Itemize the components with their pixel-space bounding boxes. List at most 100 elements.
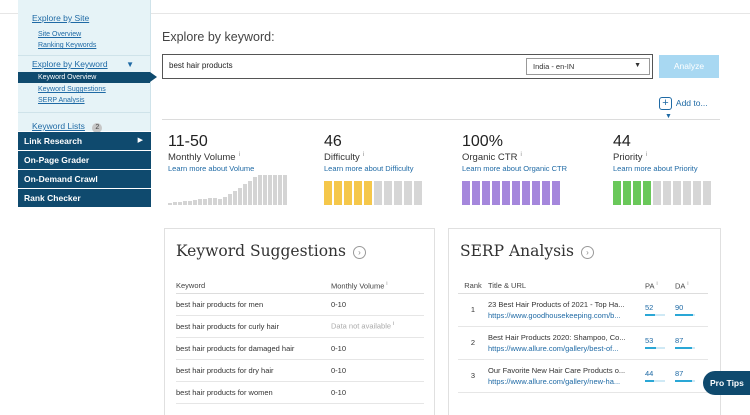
column-header: Rank bbox=[458, 279, 488, 294]
table-row[interactable]: best hair products for dry hair 0-10 bbox=[176, 359, 424, 382]
pa-value: 52 bbox=[645, 303, 654, 312]
locale-select[interactable]: India - en-IN ▼ bbox=[526, 58, 650, 75]
metric-label-text: Monthly Volume bbox=[168, 152, 236, 164]
info-icon[interactable]: i bbox=[645, 152, 647, 158]
metric-value: 46 bbox=[324, 133, 342, 150]
metric-difficulty: 46 Difficulty i Learn more about Difficul… bbox=[324, 133, 464, 205]
volume-bar bbox=[218, 199, 222, 205]
metric-link[interactable]: Learn more about Organic CTR bbox=[462, 164, 568, 174]
volume-bar bbox=[198, 199, 202, 205]
volume-bar bbox=[228, 194, 232, 205]
metric-link[interactable]: Learn more about Difficulty bbox=[324, 164, 414, 174]
pa-cell: 52 bbox=[645, 293, 675, 327]
sidebar-item-link-research[interactable]: Link Research ▶ bbox=[18, 132, 151, 150]
info-icon[interactable]: i bbox=[362, 152, 365, 158]
info-icon[interactable]: i bbox=[687, 281, 689, 287]
pro-tips-button[interactable]: Pro Tips bbox=[703, 371, 750, 395]
chevron-right-circle-icon[interactable]: › bbox=[352, 245, 366, 259]
sidebar-item-serp-analysis[interactable]: SERP Analysis bbox=[38, 97, 85, 104]
da-bar bbox=[675, 314, 695, 316]
bar-segment bbox=[512, 181, 520, 205]
info-icon[interactable]: i bbox=[520, 152, 522, 158]
bar-segment bbox=[364, 181, 372, 205]
keyword-cell: best hair products for men bbox=[176, 293, 331, 316]
metric-link[interactable]: Learn more about Volume bbox=[168, 164, 255, 174]
volume-bar bbox=[223, 196, 227, 205]
title-url-cell: 23 Best Hair Products of 2021 - Top Ha..… bbox=[488, 293, 645, 327]
serp-url-link[interactable]: https://www.allure.com/gallery/best-of..… bbox=[488, 343, 619, 353]
add-to-button[interactable]: + Add to... ▼ bbox=[659, 97, 722, 120]
table-row[interactable]: 2 Best Hair Products 2020: Shampoo, Co...… bbox=[458, 326, 708, 360]
bar-segment bbox=[374, 181, 382, 205]
keyword-suggestions-panel: Keyword Suggestions › Keyword Monthly Vo… bbox=[164, 228, 435, 415]
metric-label-text: Organic CTR bbox=[462, 152, 518, 164]
volume-cell: 0-10 bbox=[331, 293, 424, 316]
serp-analysis-panel: SERP Analysis › Rank Title & URL PA i DA i… bbox=[448, 228, 721, 415]
sidebar-item-ranking-keywords[interactable]: Ranking Keywords bbox=[38, 42, 97, 49]
bar-segment bbox=[384, 181, 392, 205]
table-row[interactable]: 3 Our Favorite New Hair Care Products o..… bbox=[458, 359, 708, 393]
keyword-search-box: best hair products India - en-IN ▼ bbox=[162, 54, 653, 79]
sidebar-item-explore-site[interactable]: Explore by Site bbox=[32, 13, 90, 23]
table-row[interactable]: 1 23 Best Hair Products of 2021 - Top Ha.… bbox=[458, 293, 708, 327]
sidebar-item-on-page-grader[interactable]: On-Page Grader bbox=[18, 151, 151, 169]
metric-label: Difficulty i bbox=[324, 152, 464, 163]
sidebar-item-on-demand-crawl[interactable]: On-Demand Crawl bbox=[18, 170, 151, 188]
sidebar-item-label: Rank Checker bbox=[24, 193, 81, 203]
bar-segment bbox=[334, 181, 342, 205]
chevron-down-icon[interactable]: ▼ bbox=[126, 60, 134, 69]
chevron-right-icon: ▶ bbox=[137, 137, 143, 144]
metric-label: Monthly Volume i bbox=[168, 152, 308, 163]
pa-bar-fill bbox=[645, 380, 654, 382]
analyze-button[interactable]: Analyze bbox=[659, 55, 719, 78]
volume-bar bbox=[273, 175, 277, 205]
keyword-search-input[interactable]: best hair products bbox=[169, 61, 233, 70]
info-icon[interactable]: i bbox=[656, 281, 658, 287]
column-header: Keyword bbox=[176, 279, 331, 294]
serp-url-link[interactable]: https://www.allure.com/gallery/new-ha... bbox=[488, 376, 621, 386]
rank-cell: 2 bbox=[458, 326, 488, 360]
bar-segment bbox=[643, 181, 651, 205]
keyword-cell: best hair products for curly hair bbox=[176, 315, 331, 338]
info-icon[interactable]: i bbox=[238, 152, 240, 158]
bar-segment bbox=[693, 181, 701, 205]
table-row[interactable]: best hair products for damaged hair 0-10 bbox=[176, 337, 424, 360]
sidebar-explore-site-group: Explore by Site Site Overview Ranking Ke… bbox=[18, 0, 151, 55]
serp-url-link[interactable]: https://www.goodhousekeeping.com/b... bbox=[488, 310, 621, 320]
keyword-cell: best hair products for damaged hair bbox=[176, 337, 331, 360]
bar-segment bbox=[404, 181, 412, 205]
table-row[interactable]: best hair products for women 0-10 bbox=[176, 381, 424, 404]
sidebar-keyword-lists-group: Keyword Lists 2 bbox=[18, 112, 151, 133]
serp-title[interactable]: Best Hair Products 2020: Shampoo, Co... bbox=[488, 332, 626, 342]
table-row[interactable]: best hair products for men 0-10 bbox=[176, 293, 424, 316]
difficulty-bar bbox=[324, 181, 422, 205]
chevron-right-circle-icon[interactable]: › bbox=[580, 245, 594, 259]
da-bar-fill bbox=[675, 314, 693, 316]
metric-label-text: Difficulty bbox=[324, 152, 360, 164]
pa-bar-fill bbox=[645, 347, 656, 349]
column-header-text: PA bbox=[645, 281, 655, 291]
sidebar-item-rank-checker[interactable]: Rank Checker bbox=[18, 189, 151, 207]
volume-bar bbox=[243, 184, 247, 205]
serp-title[interactable]: Our Favorite New Hair Care Products o... bbox=[488, 365, 626, 375]
sidebar-item-keyword-overview[interactable]: Keyword Overview bbox=[18, 72, 157, 83]
info-icon[interactable]: i bbox=[393, 321, 395, 328]
sidebar-item-keyword-suggestions[interactable]: Keyword Suggestions bbox=[38, 86, 106, 93]
volume-bar bbox=[183, 201, 187, 205]
sidebar-item-keyword-lists[interactable]: Keyword Lists bbox=[32, 121, 85, 131]
bar-segment bbox=[414, 181, 422, 205]
bar-segment bbox=[683, 181, 691, 205]
ctr-bar bbox=[462, 181, 560, 205]
pa-value: 44 bbox=[645, 369, 654, 378]
pa-value: 53 bbox=[645, 336, 654, 345]
volume-bar bbox=[168, 203, 172, 205]
volume-bar bbox=[258, 175, 262, 205]
sidebar-item-site-overview[interactable]: Site Overview bbox=[38, 31, 82, 38]
table-row[interactable]: best hair products for curly hair Data no… bbox=[176, 315, 424, 338]
info-icon[interactable]: i bbox=[386, 281, 388, 287]
volume-bar bbox=[283, 175, 287, 205]
metric-link[interactable]: Learn more about Priority bbox=[613, 164, 698, 174]
panel-title-text: SERP Analysis bbox=[460, 242, 574, 260]
serp-title[interactable]: 23 Best Hair Products of 2021 - Top Ha..… bbox=[488, 299, 625, 309]
sidebar-item-explore-keyword[interactable]: Explore by Keyword bbox=[32, 59, 108, 69]
